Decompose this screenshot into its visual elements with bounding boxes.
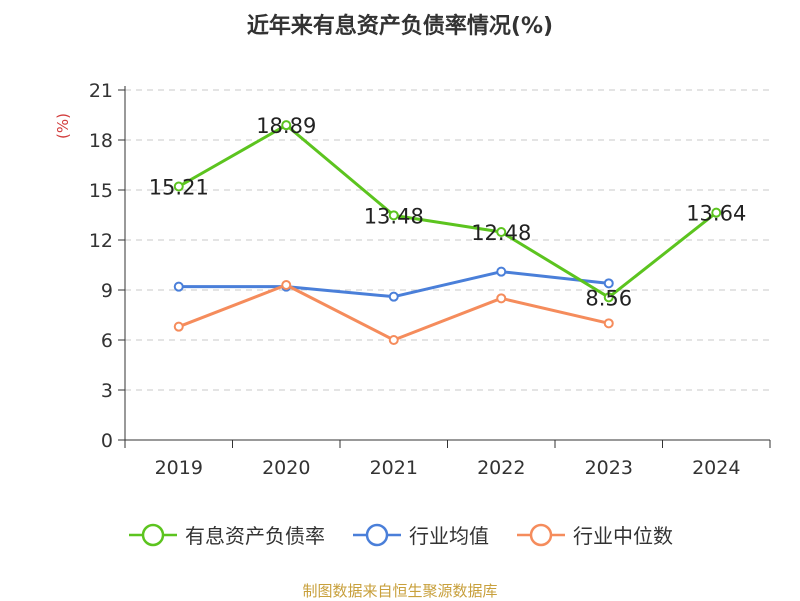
y-tick-label: 6	[101, 330, 113, 352]
y-tick-label: 18	[89, 130, 113, 152]
data-label: 12.48	[471, 221, 531, 245]
y-tick-label: 9	[101, 280, 113, 302]
y-tick-label: 12	[89, 230, 113, 252]
data-point	[496, 227, 507, 237]
legend-label: 有息资产负债率	[185, 524, 325, 548]
data-point	[388, 210, 399, 221]
y-tick-label: 21	[89, 80, 113, 102]
data-point	[388, 291, 399, 302]
data-point	[603, 292, 614, 303]
legend-label: 行业均值	[409, 524, 489, 548]
series-industry-mean	[173, 266, 614, 302]
chart-title: 近年来有息资产负债率情况(%)	[246, 14, 554, 39]
y-axis-label: (%)	[54, 113, 72, 139]
data-point	[603, 318, 614, 329]
y-tick-label: 15	[89, 180, 113, 202]
data-point	[496, 266, 507, 277]
data-label: 18.89	[256, 114, 316, 138]
legend-item[interactable]: 行业中位数	[515, 520, 673, 549]
data-label: 15.21	[149, 176, 209, 200]
x-tick-label: 2023	[585, 457, 633, 479]
data-point	[603, 278, 614, 289]
legend-item[interactable]: 行业均值	[351, 520, 489, 549]
data-point	[281, 280, 292, 290]
legend-item[interactable]: 有息资产负债率	[127, 520, 325, 549]
chart-legend: 有息资产负债率 行业均值 行业中位数	[0, 520, 800, 549]
data-label: 13.48	[364, 204, 424, 228]
legend-line-circle-icon	[353, 523, 401, 546]
data-point	[496, 293, 507, 304]
data-label: 8.56	[585, 286, 632, 310]
data-point	[173, 321, 184, 332]
data-point	[388, 335, 399, 345]
data-point	[173, 181, 184, 192]
data-label: 13.64	[686, 202, 746, 226]
source-note: 制图数据来自恒生聚源数据库	[302, 582, 498, 600]
x-tick-label: 2021	[370, 457, 418, 479]
x-tick-label: 2022	[477, 457, 525, 479]
x-tick-label: 2019	[155, 457, 203, 479]
data-point	[281, 120, 292, 131]
series-line	[178, 123, 718, 299]
data-point	[173, 281, 184, 292]
x-tick-label: 2024	[692, 457, 740, 479]
legend-line-circle-icon	[517, 523, 565, 546]
legend-line-circle-icon	[129, 523, 177, 546]
series-main	[173, 120, 722, 303]
data-point	[711, 207, 722, 218]
y-tick-label: 3	[101, 380, 113, 402]
y-tick-label: 0	[101, 430, 113, 452]
series-industry-median	[173, 280, 614, 345]
legend-label: 行业中位数	[573, 524, 673, 548]
x-tick-label: 2020	[262, 457, 310, 479]
